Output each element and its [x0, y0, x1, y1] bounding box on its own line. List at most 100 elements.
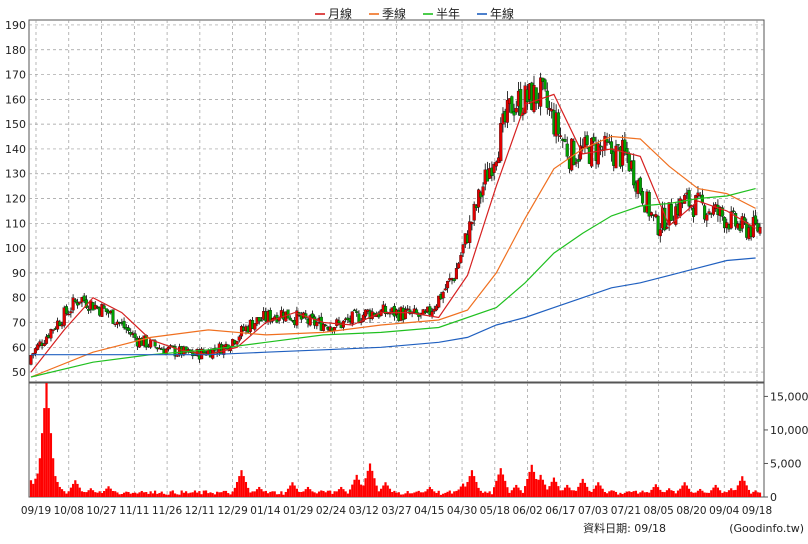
volume-bar [335, 491, 338, 497]
candle-body [324, 324, 328, 327]
x-tick-label-18: 07/21 [611, 505, 641, 517]
volume-bar [304, 489, 307, 497]
volume-bar [639, 492, 642, 497]
candle-body [361, 314, 365, 322]
volume-bar [165, 494, 168, 497]
candle-body [111, 309, 115, 324]
x-tick-label-11: 03/27 [381, 505, 411, 517]
volume-bar [366, 470, 369, 497]
candle-body [403, 309, 408, 319]
volume-bar [235, 481, 239, 497]
volume-bar [428, 486, 431, 497]
volume-bar [721, 492, 724, 497]
volume-bar [701, 490, 704, 497]
volume-bar [614, 491, 618, 497]
volume-bar [145, 492, 148, 497]
candle-body [430, 311, 434, 317]
volume-bar [559, 490, 562, 497]
volume-bar [171, 490, 174, 497]
volume-bar [379, 488, 383, 497]
volume-bar [734, 489, 737, 497]
candle-body [694, 195, 698, 216]
x-tick-label-22: 09/18 [742, 505, 772, 517]
volume-bar [300, 491, 303, 497]
ma-line-1 [30, 135, 756, 378]
price-tick-label-8: 130 [5, 168, 26, 181]
volume-bar [393, 490, 396, 497]
volume-bar [683, 482, 686, 497]
volume-bar [278, 494, 281, 497]
volume-bar [566, 484, 569, 497]
volume-bar [459, 486, 462, 497]
volume-bar [442, 493, 445, 497]
candle-body [406, 308, 410, 310]
volume-bar [34, 478, 37, 497]
x-tick-label-19: 08/05 [644, 505, 674, 517]
volume-bar [317, 491, 321, 497]
candle-body [62, 307, 66, 326]
candle-body [494, 161, 498, 167]
volume-bar [202, 490, 205, 497]
candle-body [100, 304, 104, 317]
volume-bar [732, 490, 735, 497]
candle-body [656, 215, 660, 235]
candle-body [616, 144, 620, 146]
candle-body [364, 309, 368, 317]
price-panel: 50 60 70 80 90 100 110 120 130 140 150 160 170 180 190 [5, 19, 765, 383]
candle-body [647, 192, 651, 217]
volume-bar [479, 490, 482, 497]
volume-bar [430, 489, 434, 497]
volume-bar [209, 492, 212, 497]
volume-bar [249, 492, 252, 497]
volume-bar [382, 485, 385, 497]
x-tick-label-20: 08/20 [676, 505, 706, 517]
volume-bar [747, 489, 751, 497]
volume-bar [122, 492, 126, 497]
volume-bar [67, 491, 70, 497]
legend-label-0: 月線 [328, 6, 352, 21]
candle-body [720, 207, 724, 217]
volume-bar [433, 491, 436, 497]
candle-body [547, 108, 552, 110]
volume-bar [258, 486, 261, 497]
volume-bar [180, 490, 183, 497]
volume-bar [668, 488, 671, 497]
volume-bar [286, 488, 290, 497]
price-tick-label-0: 50 [12, 366, 26, 379]
volume-bar [269, 491, 272, 497]
candle-body [514, 107, 518, 113]
volume-bar [282, 494, 285, 497]
volume-bar [493, 487, 496, 497]
volume-bar [617, 494, 620, 497]
candle-body [563, 139, 567, 142]
candle-body [658, 229, 662, 237]
volume-bar [91, 490, 95, 497]
volume-bar [661, 491, 664, 497]
volume-bar [89, 488, 92, 497]
volume-bar [570, 490, 573, 497]
volume-bar [357, 479, 361, 497]
price-tick-label-1: 60 [12, 341, 26, 354]
volume-bar [630, 492, 633, 497]
volume-bar [446, 491, 449, 497]
candle-body [729, 211, 733, 229]
volume-bar [331, 493, 334, 497]
candle-body [592, 136, 596, 142]
volume-bar [437, 490, 440, 497]
volume-bar [546, 489, 549, 497]
price-tick-label-7: 120 [5, 193, 26, 206]
volume-bar [415, 491, 418, 497]
volume-bar [162, 493, 166, 497]
candle-body [545, 90, 549, 108]
candle-body [78, 301, 82, 304]
volume-bar [692, 492, 695, 497]
price-tick-label-12: 170 [5, 69, 26, 82]
volume-bar [105, 488, 108, 497]
volume-bar [87, 490, 90, 497]
volume-bar [457, 489, 460, 497]
volume-bar [745, 485, 748, 497]
volume-bar [47, 408, 50, 497]
volume-bar [351, 484, 354, 497]
candle-body [149, 339, 153, 348]
candle-body [468, 221, 472, 243]
